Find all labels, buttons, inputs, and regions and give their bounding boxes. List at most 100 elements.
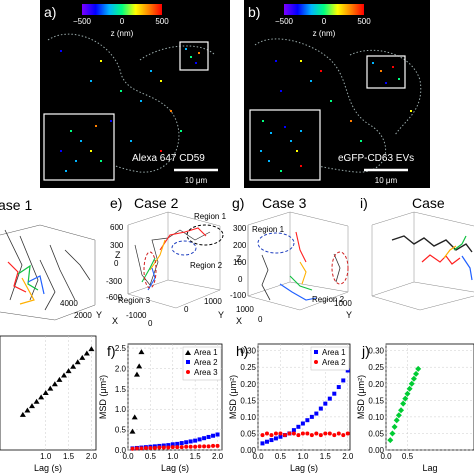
panel-g-zlabel: Z — [236, 254, 242, 264]
panel-g-xtick-1: 0 — [258, 315, 263, 324]
panel-e-ytick-1: 1000 — [204, 297, 222, 306]
y-tick-label: 0.5 — [115, 426, 127, 435]
legend-entry: Area 2 — [322, 358, 346, 367]
panel-b: b) −500 0 500 z (nm) eGFP-CD63 EVs 10 μm — [244, 0, 430, 188]
panel-b-localizations — [260, 60, 412, 172]
panel-a-label: a) — [44, 4, 56, 20]
data-point — [305, 431, 310, 436]
localization-dot — [65, 170, 67, 172]
panel-d-trajectory-green — [17, 264, 39, 291]
localization-dot — [398, 78, 400, 80]
panel-d-tick-2000: 2000 — [74, 311, 92, 320]
panel-e-ytick-0: 0 — [184, 305, 189, 314]
y-tick-label: 0.25 — [240, 363, 256, 372]
data-point — [410, 375, 417, 382]
panel-h-label: h) — [236, 343, 248, 359]
localization-dot — [100, 60, 102, 62]
data-point — [404, 390, 411, 397]
panel-b-cbar-tick-max: 500 — [357, 17, 371, 26]
plot-frame — [0, 335, 97, 451]
y-tick-label: 0.15 — [240, 396, 256, 405]
panel-g-box — [247, 211, 349, 311]
panel-i-trajectory-red — [421, 254, 461, 265]
data-point — [323, 431, 328, 436]
y-axis-label: MSD (μm²) — [98, 375, 108, 419]
panel-a-cbar-tick-max: 500 — [155, 17, 169, 26]
panel-g-region-1 — [257, 232, 295, 254]
localization-dot — [380, 70, 382, 72]
legend-entry: Area 3 — [194, 368, 218, 377]
localization-dot — [180, 130, 182, 132]
x-tick-label: 0.0 — [380, 452, 392, 461]
localization-dot — [110, 120, 112, 122]
data-point — [65, 368, 72, 374]
legend-marker — [185, 350, 191, 355]
data-point — [345, 368, 350, 373]
data-point — [70, 363, 77, 369]
data-point — [406, 385, 413, 392]
data-point — [193, 438, 198, 443]
data-point — [264, 431, 269, 436]
localization-dot — [195, 62, 197, 64]
localization-dot — [290, 140, 292, 142]
localization-dot — [350, 120, 352, 122]
panel-i-trajectory-orange — [443, 245, 457, 259]
panel-e-xlabel: X — [112, 316, 118, 326]
localization-dot — [130, 140, 132, 142]
data-point — [133, 371, 140, 377]
localization-dot — [330, 100, 332, 102]
data-point — [42, 390, 49, 395]
y-tick-label: 0.05 — [368, 429, 384, 438]
panel-g-ztick-1: 200 — [233, 241, 247, 250]
y-tick-label: 1.5 — [115, 385, 127, 394]
x-tick-label: 0.5 — [145, 452, 157, 461]
data-point — [391, 423, 398, 430]
legend-marker — [314, 350, 318, 354]
legend-entry: Area 2 — [194, 358, 218, 367]
data-point — [136, 363, 143, 369]
panel-g-xtick-0: 1000 — [236, 305, 254, 314]
panel-g-ztick-0: 300 — [233, 224, 247, 233]
panel-d-axis-y: Y — [96, 310, 102, 320]
data-point — [184, 440, 189, 445]
data-point — [175, 445, 180, 450]
panel-g-label: g) — [232, 195, 244, 211]
panel-i-box — [371, 211, 474, 311]
data-point — [170, 442, 175, 447]
panel-e-region-3 — [143, 251, 157, 289]
panel-g-region-2 — [331, 251, 349, 285]
data-point — [269, 438, 274, 443]
panel-d-tick-4000: 4000 — [60, 299, 78, 308]
data-point — [336, 385, 341, 390]
data-point — [273, 431, 278, 436]
localization-dot — [120, 90, 122, 92]
data-point — [24, 407, 31, 413]
panel-a-inset — [43, 113, 115, 181]
y-tick-label: 1.0 — [115, 405, 127, 414]
data-point — [139, 446, 144, 451]
data-point — [387, 437, 394, 444]
panel-b-cell-outline-2 — [349, 49, 422, 136]
data-point — [296, 433, 301, 438]
panel-b-cbar-title: z (nm) — [313, 29, 336, 38]
data-point — [305, 418, 310, 423]
localization-dot — [90, 150, 92, 152]
panel-d-trajectory-blue — [27, 275, 45, 295]
panel-g-ylabel: Y — [346, 310, 352, 320]
localization-dot — [60, 150, 62, 152]
panel-e-ztick-3: -300 — [106, 277, 123, 286]
data-point — [314, 431, 319, 436]
localization-dot — [90, 80, 92, 82]
data-point — [206, 434, 211, 439]
data-point — [318, 433, 323, 438]
data-point — [215, 443, 220, 448]
panel-i-trajectory-gray — [391, 235, 473, 253]
localization-dot — [170, 110, 172, 112]
y-tick-label: 0.00 — [240, 446, 256, 455]
panel-e-title: Case 2 — [134, 195, 179, 211]
panel-g-ztick-4: -100 — [230, 291, 247, 300]
localization-dot — [296, 150, 298, 152]
panel-a: a) −500 0 500 z (nm) Alexa 647 CD59 10 μ… — [40, 0, 230, 188]
panel-b-caption: eGFP-CD63 EVs — [338, 153, 414, 164]
